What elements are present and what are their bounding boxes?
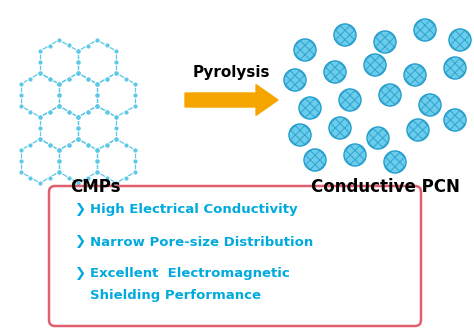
Circle shape [339, 89, 361, 111]
Text: High Electrical Conductivity: High Electrical Conductivity [90, 204, 298, 216]
Text: ❯: ❯ [75, 235, 86, 248]
Circle shape [299, 97, 321, 119]
Text: Conductive PCN: Conductive PCN [310, 178, 459, 196]
Circle shape [449, 29, 471, 51]
FancyBboxPatch shape [49, 186, 421, 326]
Circle shape [284, 69, 306, 91]
Circle shape [329, 117, 351, 139]
Circle shape [289, 124, 311, 146]
Text: CMPs: CMPs [70, 178, 120, 196]
Circle shape [414, 19, 436, 41]
Circle shape [444, 109, 466, 131]
Text: Shielding Performance: Shielding Performance [90, 290, 261, 302]
Circle shape [384, 151, 406, 173]
Text: ❯: ❯ [75, 268, 86, 281]
Circle shape [364, 54, 386, 76]
Text: Excellent  Electromagnetic: Excellent Electromagnetic [90, 268, 290, 281]
Circle shape [334, 24, 356, 46]
Circle shape [324, 61, 346, 83]
Circle shape [404, 64, 426, 86]
Circle shape [444, 57, 466, 79]
Circle shape [304, 149, 326, 171]
FancyArrow shape [185, 85, 278, 116]
Circle shape [419, 94, 441, 116]
Text: Narrow Pore-size Distribution: Narrow Pore-size Distribution [90, 235, 313, 248]
Circle shape [294, 39, 316, 61]
Text: ❯: ❯ [75, 204, 86, 216]
Circle shape [407, 119, 429, 141]
Circle shape [344, 144, 366, 166]
Circle shape [379, 84, 401, 106]
Circle shape [367, 127, 389, 149]
Circle shape [374, 31, 396, 53]
Text: Pyrolysis: Pyrolysis [193, 65, 270, 80]
